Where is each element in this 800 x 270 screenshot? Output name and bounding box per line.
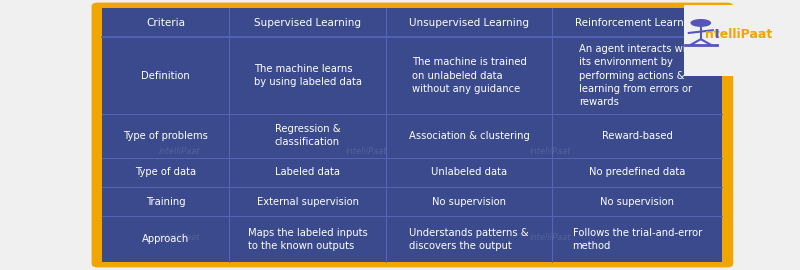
Text: No supervision: No supervision — [600, 197, 674, 207]
Text: I: I — [714, 28, 719, 41]
Text: intelliPaat: intelliPaat — [530, 147, 571, 156]
Text: The machine is trained
on unlabeled data
without any guidance: The machine is trained on unlabeled data… — [412, 58, 526, 94]
Text: Type of problems: Type of problems — [123, 131, 208, 141]
Text: intelliPaat: intelliPaat — [530, 233, 571, 242]
FancyBboxPatch shape — [94, 5, 730, 265]
Text: Understands patterns &
discovers the output: Understands patterns & discovers the out… — [410, 228, 529, 251]
Text: Labeled data: Labeled data — [275, 167, 340, 177]
Text: The machine learns
by using labeled data: The machine learns by using labeled data — [254, 64, 362, 87]
FancyBboxPatch shape — [684, 5, 792, 76]
Text: intelliPaat: intelliPaat — [346, 147, 387, 156]
Text: Unlabeled data: Unlabeled data — [431, 167, 507, 177]
Text: Reinforcement Learning: Reinforcement Learning — [574, 18, 700, 28]
Text: No predefined data: No predefined data — [589, 167, 686, 177]
Text: ntelliPaat: ntelliPaat — [705, 28, 772, 41]
Text: intelliPaat: intelliPaat — [159, 147, 201, 156]
Text: Association & clustering: Association & clustering — [409, 131, 530, 141]
Text: Follows the trial-and-error
method: Follows the trial-and-error method — [573, 228, 702, 251]
FancyBboxPatch shape — [102, 8, 722, 262]
Text: Training: Training — [146, 197, 186, 207]
Text: Reward-based: Reward-based — [602, 131, 673, 141]
Text: Unsupervised Learning: Unsupervised Learning — [410, 18, 530, 28]
Text: No supervision: No supervision — [432, 197, 506, 207]
Circle shape — [691, 20, 710, 26]
Text: External supervision: External supervision — [257, 197, 358, 207]
Text: Approach: Approach — [142, 234, 190, 244]
Text: Supervised Learning: Supervised Learning — [254, 18, 361, 28]
Text: Criteria: Criteria — [146, 18, 185, 28]
Text: Regression &
classification: Regression & classification — [274, 124, 341, 147]
Text: Type of data: Type of data — [135, 167, 196, 177]
Text: Definition: Definition — [142, 70, 190, 80]
Text: Maps the labeled inputs
to the known outputs: Maps the labeled inputs to the known out… — [248, 228, 367, 251]
Text: An agent interacts with
its environment by
performing actions &
learning from er: An agent interacts with its environment … — [578, 44, 696, 107]
Text: intelliPaat: intelliPaat — [159, 233, 201, 242]
